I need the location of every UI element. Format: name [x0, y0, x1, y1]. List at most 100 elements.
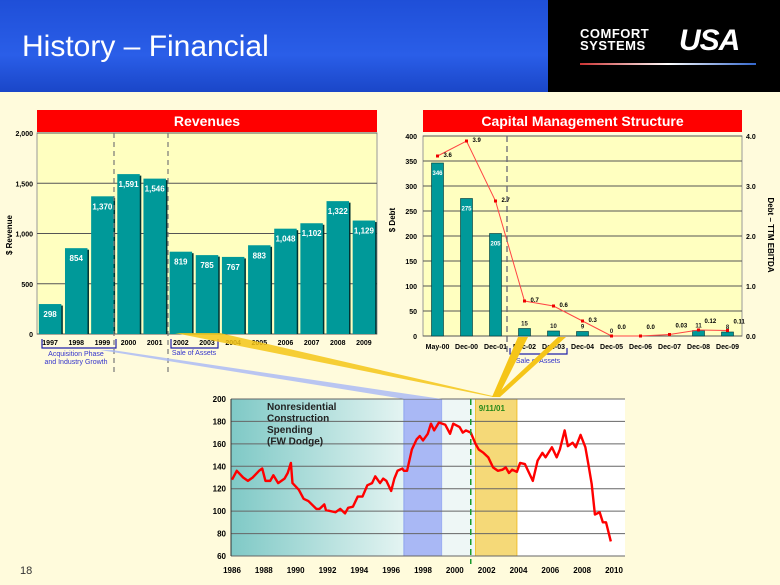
- x-tick-label: 2006: [541, 566, 559, 575]
- x-tick-label: Dec-04: [571, 344, 594, 351]
- x-tick-label: 1988: [255, 566, 273, 575]
- debt-value-label: 9: [581, 325, 585, 331]
- highlight-region: [403, 398, 443, 557]
- bar-value-label: 819: [174, 258, 188, 267]
- x-tick-label: Dec-08: [687, 344, 710, 351]
- debt-bar: [576, 331, 589, 337]
- ratio-marker: [581, 319, 584, 323]
- debt-bar: [489, 233, 502, 337]
- sale-label: Sale of Assets: [172, 350, 217, 357]
- ratio-marker: [552, 304, 555, 308]
- debt-value-label: 15: [521, 322, 528, 328]
- x-tick-label: 1992: [319, 566, 337, 575]
- x-tick-label: 1994: [350, 566, 368, 575]
- logo-line1: COMFORT: [580, 26, 650, 41]
- x-tick-label: 2008: [573, 566, 591, 575]
- debt-bar: [547, 330, 560, 337]
- y2-axis-label: Debt – TTM EBITDA: [766, 197, 775, 272]
- x-tick-label: Dec-09: [716, 344, 739, 351]
- x-tick-label: 2004: [510, 566, 528, 575]
- y2-tick-label: 2.0: [746, 234, 756, 241]
- x-tick-label: 1996: [382, 566, 400, 575]
- transition-region: [442, 399, 476, 556]
- revenue-bar: [300, 223, 323, 334]
- y-tick-label: 120: [213, 485, 227, 494]
- x-tick-label: 2001: [147, 340, 163, 347]
- debt-bar: [460, 198, 473, 337]
- ratio-value-label: 0.0: [618, 325, 627, 331]
- x-tick-label: Dec-07: [658, 344, 681, 351]
- logo-line2: SYSTEMS: [580, 38, 646, 53]
- x-tick-label: May-00: [426, 344, 450, 351]
- x-tick-label: 2000: [446, 566, 464, 575]
- connector-yellow-capital-2: [494, 337, 566, 397]
- revenue-bar: [195, 255, 219, 334]
- y-tick-label: 250: [405, 209, 417, 216]
- bar-value-label: 1,546: [145, 185, 166, 194]
- sale-bracket: [170, 339, 219, 349]
- ratio-value-label: 0.3: [589, 318, 598, 324]
- y-axis-label: $ Debt: [388, 207, 397, 232]
- y-tick-label: 160: [213, 440, 227, 449]
- y-tick-label: 100: [213, 507, 227, 516]
- x-tick-label: Dec-02: [513, 344, 536, 351]
- debt-value-label: 275: [461, 207, 472, 213]
- y-tick-label: 200: [213, 395, 227, 404]
- bar-value-label: 1,129: [354, 227, 375, 236]
- spending-line: [230, 421, 612, 542]
- x-tick-label: 2002: [478, 566, 496, 575]
- x-tick-label: Dec-01: [484, 344, 507, 351]
- logo-underline: [580, 63, 756, 65]
- bar-value-label: 767: [226, 263, 240, 272]
- debt-value-label: 0: [610, 329, 614, 335]
- revenue-bar: [38, 304, 62, 334]
- ratio-value-label: 2.7: [502, 198, 511, 204]
- revenue-bar: [91, 196, 114, 334]
- revenue-bar: [143, 178, 166, 334]
- y2-tick-label: 1.0: [746, 284, 756, 291]
- sale-bracket: [509, 348, 568, 355]
- page-title: History – Financial: [22, 30, 269, 63]
- y-tick-label: 150: [405, 259, 417, 266]
- x-tick-label: 2008: [330, 340, 346, 347]
- ratio-marker: [523, 299, 526, 303]
- revenue-bar: [64, 248, 88, 334]
- y-axis-label: $ Revenue: [5, 214, 14, 255]
- x-tick-label: 2010: [605, 566, 623, 575]
- x-tick-label: 2000: [121, 340, 137, 347]
- header-banner: History – Financial: [0, 0, 548, 92]
- y2-tick-label: 3.0: [746, 184, 756, 191]
- bar-value-label: 298: [43, 310, 57, 319]
- ratio-value-label: 3.9: [473, 138, 482, 144]
- y-tick-label: 80: [217, 530, 226, 539]
- y-tick-label: 350: [405, 159, 417, 166]
- debt-value-label: 8: [726, 325, 730, 331]
- chart-title-line: (FW Dodge): [267, 437, 323, 448]
- debt-value-label: 11: [695, 324, 702, 330]
- ratio-value-label: 0.03: [676, 324, 688, 330]
- sale-region: [475, 398, 518, 557]
- connector-yellow-revenues: [175, 333, 497, 397]
- x-tick-label: 2007: [304, 340, 320, 347]
- x-tick-label: 1986: [223, 566, 241, 575]
- y2-tick-label: 0.0: [746, 334, 756, 341]
- bar-value-label: 883: [253, 251, 267, 260]
- revenue-bar: [221, 256, 245, 334]
- y-tick-label: 0: [29, 332, 33, 339]
- x-tick-label: 2002: [173, 340, 189, 347]
- revenue-bar: [326, 201, 350, 334]
- ratio-value-label: 0.7: [531, 298, 540, 304]
- debt-bar: [518, 328, 531, 337]
- y-tick-label: 180: [213, 417, 227, 426]
- ratio-marker: [436, 154, 439, 158]
- x-tick-label: 2006: [278, 340, 294, 347]
- ratio-value-label: 0.0: [647, 325, 656, 331]
- ratio-marker: [610, 334, 613, 338]
- debt-value-label: 205: [490, 242, 501, 248]
- y2-tick-label: 4.0: [746, 134, 756, 141]
- debt-bar: [431, 162, 444, 337]
- connector-blue: [100, 350, 442, 399]
- debt-value-label: 346: [432, 171, 443, 177]
- page-number: 18: [20, 565, 33, 577]
